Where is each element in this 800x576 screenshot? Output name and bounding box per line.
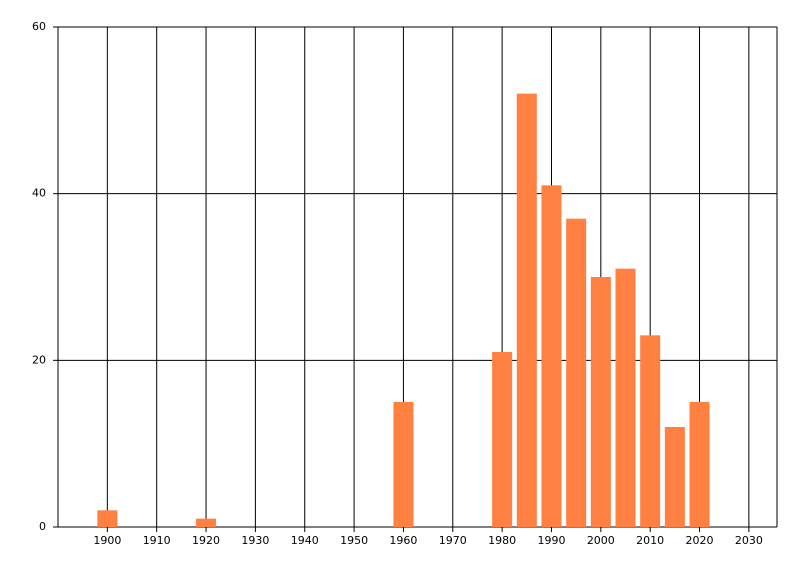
x-tick-label: 1980	[488, 534, 516, 547]
x-tick-label: 1960	[389, 534, 417, 547]
bar	[541, 185, 562, 528]
bar	[97, 510, 118, 527]
x-tick-label: 2020	[686, 534, 714, 547]
x-tick-label: 1990	[537, 534, 565, 547]
x-tick-label: 1940	[291, 534, 319, 547]
bar	[664, 427, 685, 527]
bar	[516, 93, 537, 528]
y-tick-label: 40	[32, 187, 46, 200]
x-tick-label: 1920	[192, 534, 220, 547]
bar	[393, 402, 414, 527]
bar	[640, 335, 661, 527]
x-tick-label: 2000	[587, 534, 615, 547]
x-tick-label: 1950	[340, 534, 368, 547]
bar	[566, 218, 587, 527]
x-tick-label: 1970	[439, 534, 467, 547]
bar	[196, 518, 217, 527]
x-tick-label: 1930	[241, 534, 269, 547]
y-tick-label: 0	[39, 520, 46, 533]
y-tick-label: 60	[32, 20, 46, 33]
x-tick-label: 1910	[143, 534, 171, 547]
x-tick-label: 1900	[93, 534, 121, 547]
bar	[492, 352, 513, 527]
bar	[689, 402, 710, 527]
x-tick-label: 2010	[636, 534, 664, 547]
y-tick-label: 20	[32, 353, 46, 366]
bar	[615, 268, 636, 527]
x-tick-label: 2030	[735, 534, 763, 547]
bar	[590, 277, 611, 527]
